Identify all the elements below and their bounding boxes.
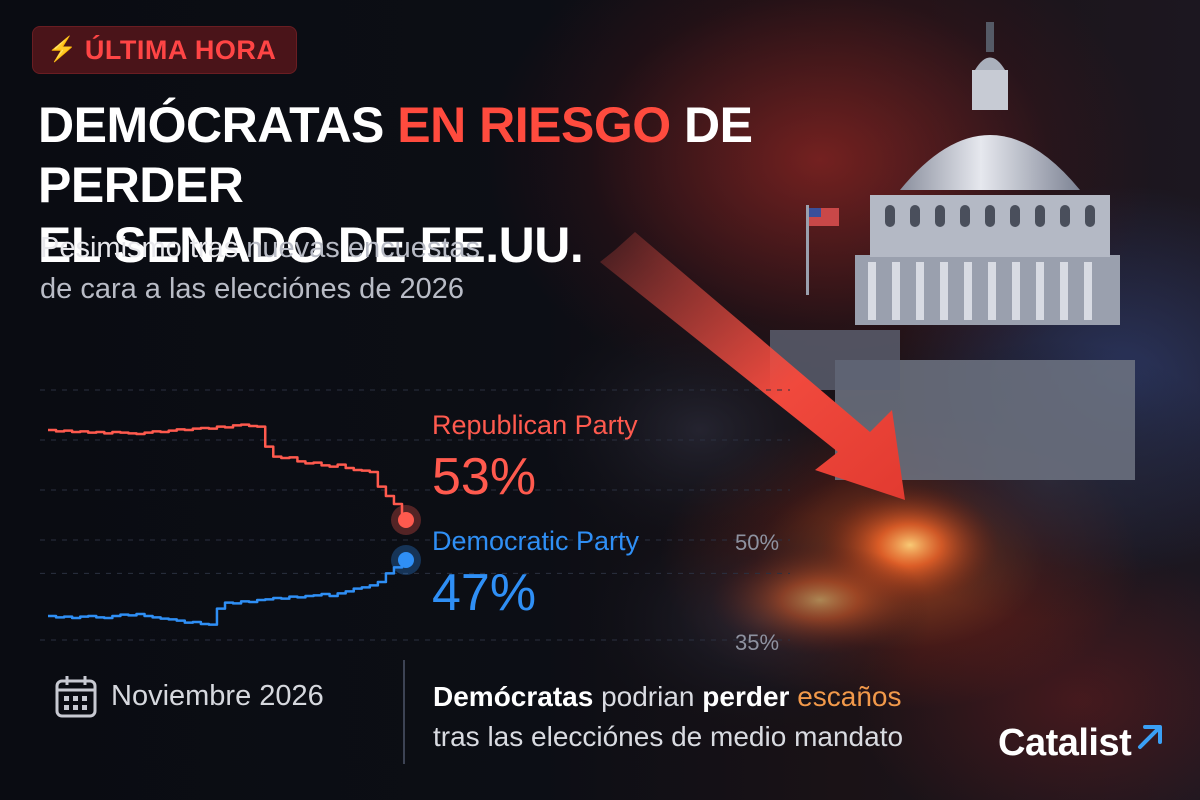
capitol-building-icon — [770, 22, 1135, 480]
headline-part2: DE PERDER — [38, 97, 753, 213]
lightning-icon: ⚡ — [47, 36, 77, 63]
breaking-news-badge: ⚡ ÚLTIMA HORA — [32, 26, 298, 74]
footer-message: Demócratas podrian perder escaños tras l… — [433, 677, 993, 757]
chart-y-ticks: 50% 35% — [735, 530, 779, 655]
headline-line2: EL SENADO DE EE.UU. — [38, 217, 584, 273]
logo-name: Catalist — [998, 722, 1132, 764]
chart-series-labels: Republican Party 53% Democratic Party 47% — [432, 410, 640, 622]
y-tick-label: 50% — [735, 530, 779, 555]
series-end-dot — [398, 552, 414, 568]
series-value-label: 53% — [432, 448, 536, 506]
footer-msg-bold2: perder — [702, 681, 790, 712]
headline: DEMÓCRATAS EN RIESGO DE PERDER EL SENADO… — [38, 95, 858, 275]
fire-glow — [710, 545, 930, 655]
footer-msg-line2: tras las elecciónes de medio mandato — [433, 721, 904, 752]
arrow-up-right-icon — [1138, 725, 1163, 749]
footer-date-label: Noviembre 2026 — [111, 679, 324, 712]
series-line-republican — [48, 423, 404, 520]
subtitle-part1: Pesimismo tras — [40, 232, 247, 264]
calendar-icon — [55, 676, 97, 718]
chart-grid — [40, 389, 790, 641]
headline-part1: DEMÓCRATAS — [38, 97, 398, 153]
subtitle-part2: nuevas encuestas — [246, 232, 481, 264]
headline-highlight: EN RIESGO — [397, 97, 671, 153]
footer-msg-orange: escaños — [797, 681, 902, 712]
footer-date: Noviembre 2026 — [55, 674, 324, 718]
subtitle-line2: de cara a las elecciónes de 2026 — [40, 273, 465, 305]
downward-trend-arrow-icon — [600, 232, 905, 500]
series-line-democratic — [48, 560, 404, 626]
chart-series — [48, 423, 421, 626]
series-end-dot — [398, 512, 414, 528]
y-tick-label: 35% — [735, 630, 779, 655]
footer-msg-b2: podrian — [593, 681, 703, 712]
footer-msg-bold: Demócratas — [433, 681, 594, 712]
subtitle: Pesimismo tras nuevas encuestas de cara … — [40, 228, 640, 310]
footer-divider — [403, 660, 405, 764]
poll-line-chart: 50% 35% Republican Party 53% Democratic Par… — [40, 389, 790, 655]
series-name-label: Republican Party — [432, 410, 638, 440]
series-name-label: Democratic Party — [432, 526, 640, 556]
badge-label: ÚLTIMA HORA — [84, 34, 277, 65]
series-value-label: 47% — [432, 564, 536, 622]
catalist-logo: Catalist — [998, 722, 1165, 765]
